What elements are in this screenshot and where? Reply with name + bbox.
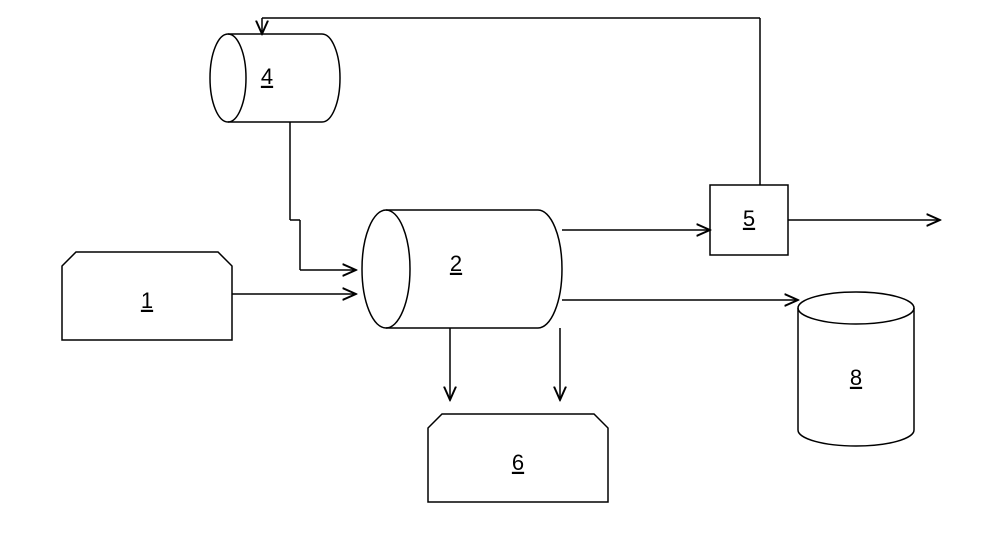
node-label-n4: 4 [261, 64, 273, 89]
node-label-n6: 6 [512, 450, 524, 475]
process-flow-diagram: 1 4 2 5 6 8 [0, 0, 1000, 540]
node-n5: 5 [710, 185, 788, 255]
node-n8: 8 [798, 292, 914, 446]
node-n6: 6 [428, 414, 608, 502]
node-n4: 4 [210, 34, 340, 122]
node-label-n8: 8 [850, 365, 862, 390]
node-label-n2: 2 [450, 251, 462, 276]
node-label-n1: 1 [141, 288, 153, 313]
node-n2: 2 [362, 210, 562, 328]
node-label-n5: 5 [743, 206, 755, 231]
node-n1: 1 [62, 252, 232, 340]
